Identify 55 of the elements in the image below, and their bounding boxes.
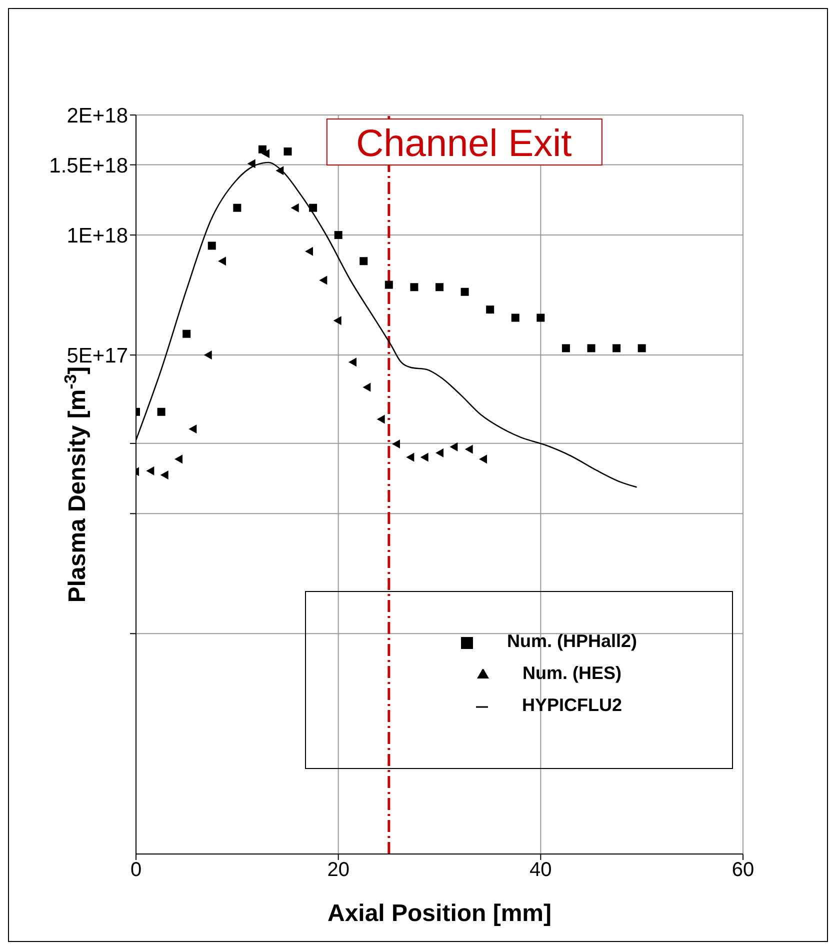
- point: [333, 316, 342, 326]
- y-tick-label: 5E+17: [66, 344, 128, 368]
- point: [208, 242, 216, 250]
- point: [262, 149, 270, 158]
- legend-label: Num. (HES): [522, 663, 622, 683]
- point: [362, 382, 371, 392]
- point: [436, 283, 444, 292]
- point: [334, 231, 342, 239]
- point: [157, 408, 166, 416]
- legend-label: Num. (HPHall2): [506, 631, 638, 651]
- point: [276, 166, 284, 176]
- ref-line-label: Channel Exit: [356, 123, 572, 165]
- x-tick-label: 0: [130, 859, 142, 882]
- x-tick-label: 40: [530, 859, 552, 882]
- x-tick-label: 60: [732, 859, 754, 882]
- point: [305, 246, 314, 256]
- point: [174, 454, 182, 464]
- point: [182, 330, 191, 338]
- y-tick-label: 1E+18: [66, 224, 128, 248]
- point: [233, 204, 242, 212]
- point: [464, 444, 473, 454]
- point: [360, 257, 368, 266]
- point: [410, 283, 418, 292]
- point: [319, 276, 328, 285]
- point: [392, 440, 400, 449]
- point: [146, 466, 154, 476]
- point: [436, 448, 444, 458]
- point: [247, 159, 256, 168]
- point: [587, 344, 596, 352]
- point: [638, 344, 646, 352]
- x-tick-label: 20: [327, 859, 350, 882]
- point: [479, 454, 488, 464]
- point: [309, 204, 318, 212]
- y-tick-label: 1.5E+18: [49, 154, 128, 178]
- point: [460, 288, 469, 296]
- x-axis-title: Axial Position [mm]: [327, 900, 552, 927]
- point: [420, 452, 428, 462]
- point: [406, 452, 414, 462]
- point: [562, 344, 570, 352]
- point: [536, 314, 545, 322]
- point: [348, 358, 357, 367]
- point: [204, 350, 212, 360]
- point: [160, 470, 168, 480]
- point: [376, 414, 385, 424]
- point: [450, 442, 458, 452]
- point: [284, 147, 292, 156]
- point: [218, 256, 226, 266]
- point: [384, 280, 393, 289]
- point: [290, 203, 299, 212]
- point: [188, 424, 197, 434]
- point: [612, 344, 621, 352]
- point: [511, 314, 520, 322]
- legend-label: HYPICFLU2: [522, 695, 622, 715]
- y-tick-label: 2E+18: [66, 104, 128, 128]
- point: [486, 306, 494, 314]
